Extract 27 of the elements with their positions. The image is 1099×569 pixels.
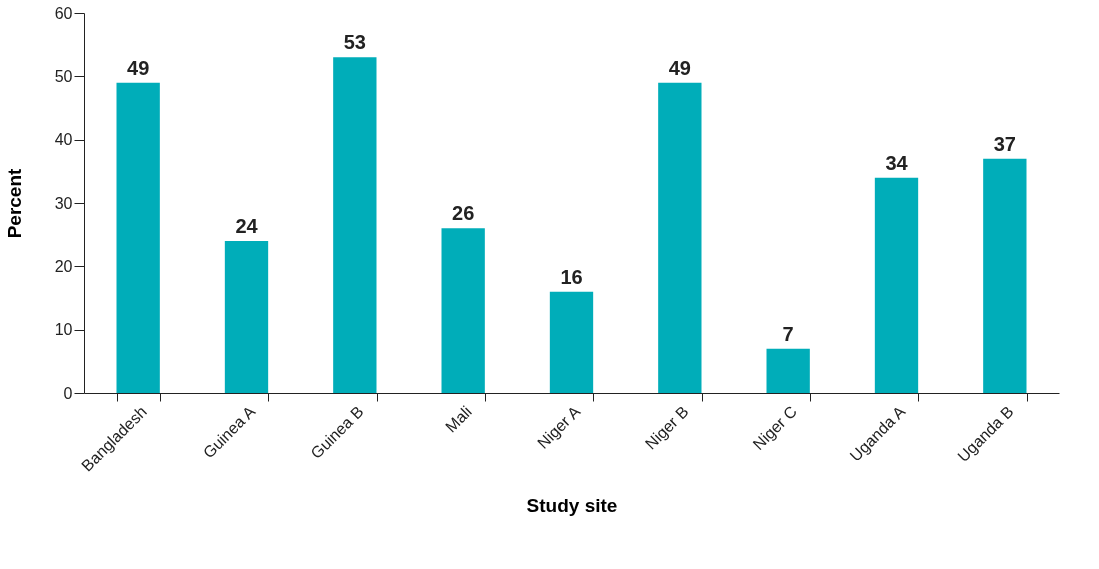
y-tick-label: 60: [54, 4, 73, 22]
bar: [333, 57, 377, 393]
y-tick-label: 10: [54, 321, 73, 339]
y-tick-label: 40: [54, 131, 73, 149]
y-tick-label: 30: [54, 194, 73, 212]
x-axis-title: Study site: [526, 494, 618, 516]
bar: [116, 82, 160, 393]
data-label: 34: [885, 151, 909, 174]
data-label: 26: [452, 202, 475, 225]
bar: [549, 291, 594, 393]
bar: [766, 348, 810, 393]
bar: [441, 228, 485, 393]
data-label: 49: [668, 56, 691, 79]
y-tick-label: 0: [63, 384, 73, 402]
y-axis-title: Percent: [3, 167, 25, 239]
data-label: 7: [782, 322, 794, 345]
bar: [658, 82, 702, 393]
data-label: 37: [993, 132, 1016, 155]
y-tick-label: 50: [54, 67, 73, 85]
y-tick-label: 20: [54, 257, 73, 275]
data-label: 49: [127, 56, 150, 79]
bar: [983, 158, 1027, 393]
data-label: 16: [560, 265, 583, 288]
bar: [224, 241, 269, 393]
data-label: 24: [235, 215, 259, 237]
data-label: 53: [343, 31, 366, 54]
bar: [874, 177, 919, 393]
